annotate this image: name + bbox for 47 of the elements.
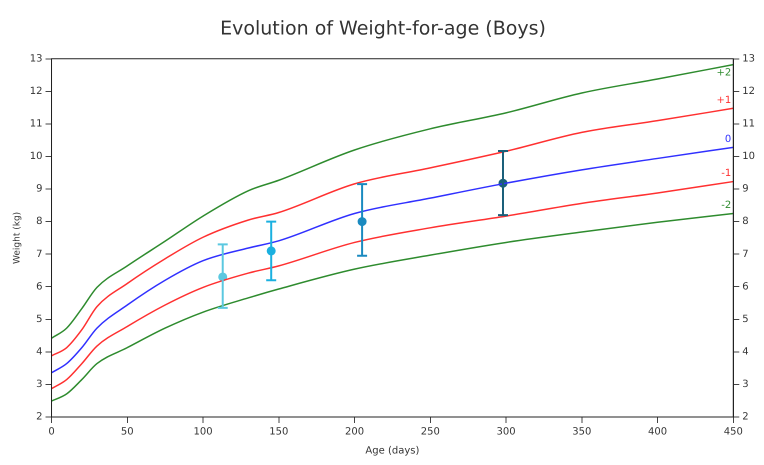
x-tick-label: 0 [48, 426, 55, 438]
y-tick-label: 5 [36, 314, 43, 325]
y2-tick-label: 2 [742, 412, 749, 423]
y-tick-label: 9 [36, 184, 43, 195]
line-series [52, 64, 734, 339]
y-tick-label: 4 [36, 346, 43, 358]
x-tick-label: 450 [724, 426, 743, 438]
y-tick-label: 12 [30, 86, 43, 97]
line-series [52, 108, 734, 357]
series-label: +1 [716, 94, 732, 106]
y2-tick-label: 9 [742, 184, 749, 195]
x-tick-label: 400 [648, 426, 668, 438]
y-tick-label: 8 [36, 216, 43, 228]
y2-tick-label: 11 [742, 118, 756, 130]
x-tick-label: 150 [269, 426, 288, 438]
y2-tick-label: 8 [742, 216, 749, 228]
y2-tick-label: 13 [742, 53, 756, 64]
line-series [52, 180, 734, 390]
line-series [52, 146, 734, 374]
x-axis-title: Age (days) [365, 446, 420, 457]
y-tick-label: 10 [30, 151, 43, 162]
y2-tick-label: 12 [742, 86, 756, 97]
x-tick-label: 50 [120, 426, 134, 438]
y2-tick-label: 5 [742, 314, 749, 325]
series-label: +2 [716, 67, 732, 78]
series-label: -1 [721, 168, 732, 180]
x-tick-label: 100 [193, 426, 213, 438]
y-tick-label: 11 [30, 118, 43, 130]
y2-tick-label: 4 [742, 346, 749, 358]
series-label: 0 [724, 134, 732, 145]
y2-tick-label: 3 [742, 379, 749, 390]
x-tick-label: 200 [344, 426, 364, 438]
y2-tick-label: 10 [742, 151, 756, 162]
y2-tick-label: 7 [742, 248, 749, 260]
chart-title: Evolution of Weight-for-age (Boys) [220, 17, 546, 40]
x-tick-label: 350 [572, 426, 592, 438]
y-tick-label: 6 [36, 281, 43, 292]
y-tick-label: 3 [36, 379, 43, 390]
y-tick-label: 13 [30, 53, 43, 64]
series-label: -2 [721, 200, 732, 212]
x-tick-label: 250 [420, 426, 440, 438]
y-tick-label: 2 [36, 412, 43, 423]
line-series [52, 212, 734, 402]
y-tick-label: 7 [36, 248, 43, 260]
x-tick-label: 300 [496, 426, 516, 438]
y-axis-title: Weight (kg) [12, 212, 23, 264]
y2-tick-label: 6 [742, 281, 749, 292]
